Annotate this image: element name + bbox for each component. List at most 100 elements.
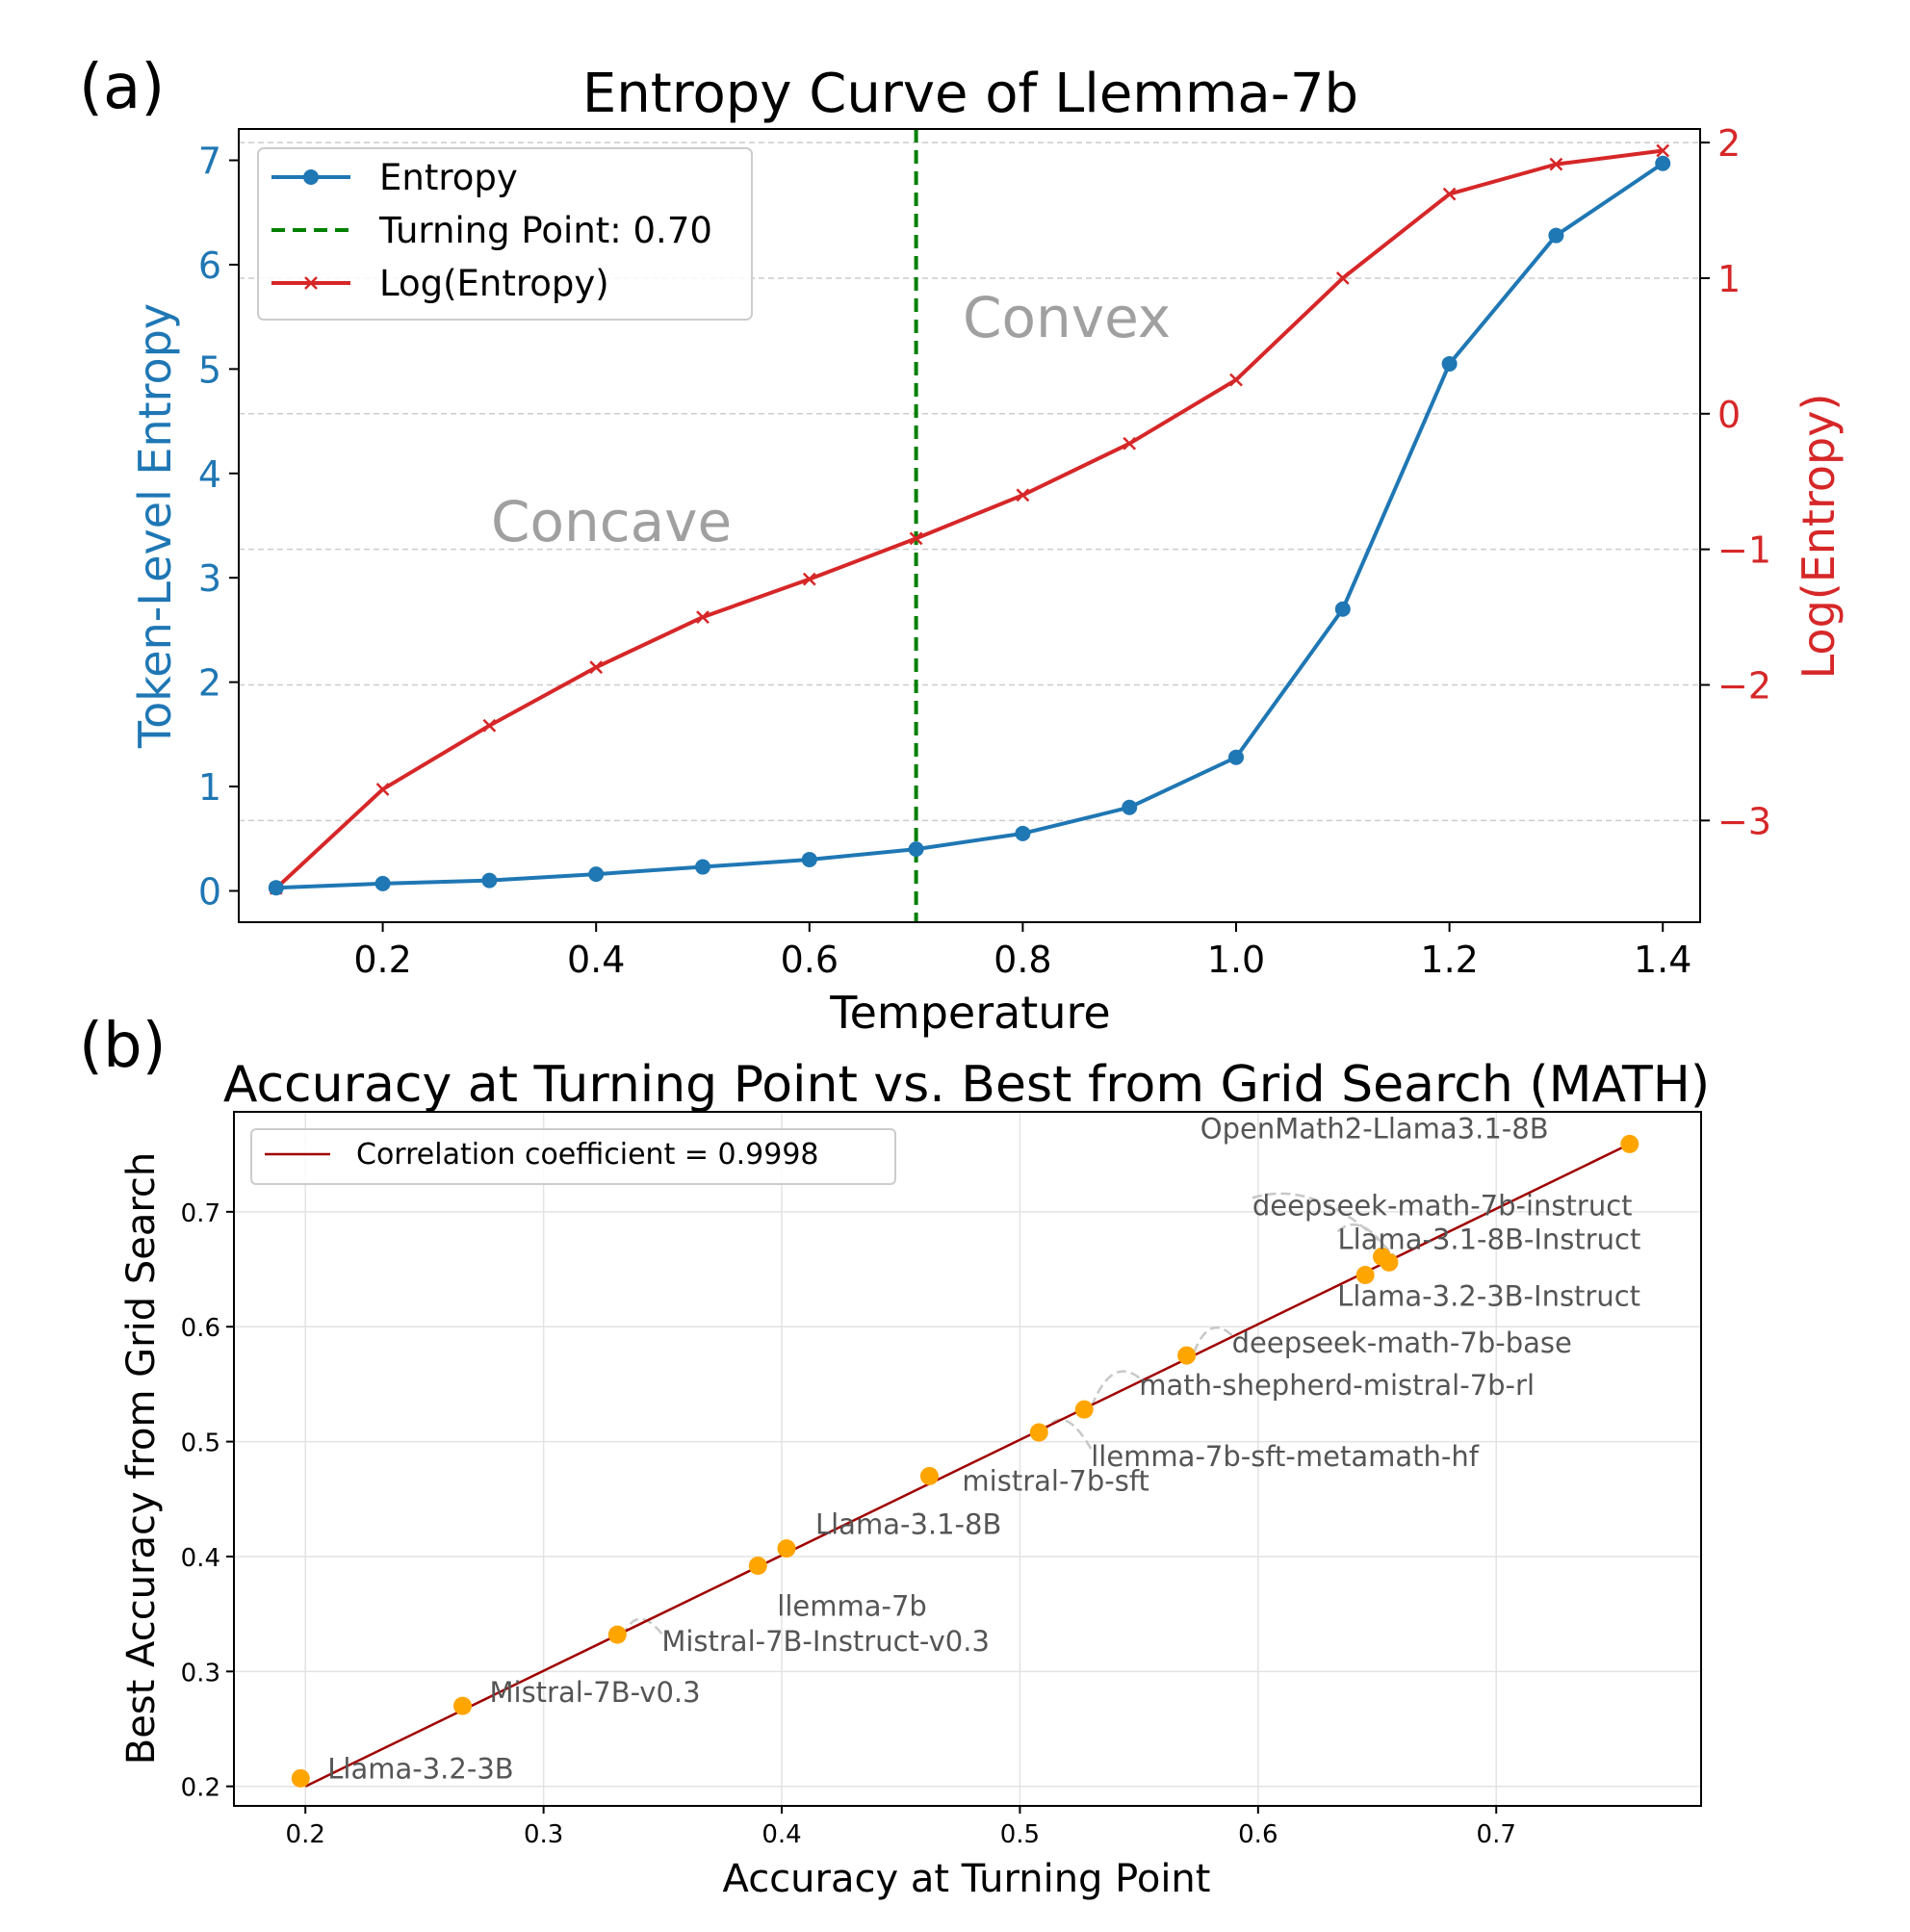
entropy-marker <box>1228 749 1245 765</box>
legend-entropy-label: Entropy <box>379 157 518 198</box>
point-label: llemma-7b-sft-metamath-hf <box>1091 1440 1480 1473</box>
entropy-marker <box>1441 355 1458 372</box>
entropy-marker <box>1122 799 1138 815</box>
point-label: Mistral-7B-v0.3 <box>490 1676 701 1709</box>
tick-label-b-y: 0.4 <box>181 1544 220 1573</box>
entropy-series <box>268 155 1671 896</box>
entropy-marker <box>374 875 391 891</box>
point-label: llemma-7b <box>777 1590 927 1623</box>
tick-label-a-left: 6 <box>198 245 221 287</box>
leader-arrow <box>1336 1223 1391 1254</box>
legend-entropy-marker <box>303 169 319 185</box>
log-entropy-series <box>269 143 1670 895</box>
tick-label-a-left: 4 <box>198 453 221 496</box>
tick-label-a-right: 0 <box>1717 394 1741 436</box>
tick-label-a-right: 1 <box>1717 258 1741 300</box>
panel-b-ylabel: Best Accuracy from Grid Search <box>119 1152 164 1765</box>
scatter-point <box>1380 1252 1399 1272</box>
panel-a-legend-box <box>257 147 753 321</box>
panel-b-gridlines <box>234 1112 1701 1806</box>
tick-label-a-x: 0.6 <box>781 939 839 981</box>
label-leader-arrows <box>624 1192 1398 1635</box>
annotation-convex: Convex <box>963 285 1171 350</box>
leader-arrow <box>1091 1370 1140 1406</box>
entropy-marker <box>801 851 817 867</box>
tick-label-a-left: 0 <box>198 870 221 913</box>
leader-arrow <box>1193 1326 1233 1352</box>
log-entropy-marker <box>909 531 923 546</box>
point-label: Mistral-7B-Instruct-v0.3 <box>661 1625 990 1658</box>
panel-b-ticks: 0.2 0.3 0.4 0.5 0.6 0.7 0.2 0.3 0.4 0.5 0.6 0.7 <box>181 1199 1516 1849</box>
scatter-point <box>919 1466 939 1485</box>
log-entropy-marker <box>1229 373 1243 387</box>
point-label: Llama-3.1-8B-Instruct <box>1337 1223 1640 1255</box>
tick-label-a-left: 5 <box>198 348 221 391</box>
tick-label-b-x: 0.6 <box>1238 1820 1278 1849</box>
tick-label-b-y: 0.6 <box>181 1314 220 1343</box>
point-label: OpenMath2-Llama3.1-8B <box>1200 1112 1549 1145</box>
scatter-points <box>291 1134 1639 1788</box>
panel-b-xlabel: Accuracy at Turning Point <box>723 1857 1211 1901</box>
entropy-line <box>275 162 1665 890</box>
log-entropy-marker <box>482 718 497 733</box>
entropy-marker <box>1548 227 1564 244</box>
entropy-marker <box>268 880 284 896</box>
log-entropy-marker <box>1123 436 1137 451</box>
entropy-marker <box>1334 601 1351 617</box>
leader-arrow <box>1252 1192 1398 1260</box>
entropy-marker <box>908 841 924 858</box>
tick-label-b-x: 0.4 <box>761 1820 801 1849</box>
panel-a-ticks: −3 −2 −1 0 1 2 0 1 2 3 4 5 6 7 0.2 0.4 0.6 0.8 1.0 1.2 1.4 <box>198 122 1771 981</box>
tick-label-a-left: 7 <box>198 141 221 183</box>
annotation-concave: Concave <box>491 489 732 554</box>
legend-log-marker <box>304 276 318 290</box>
log-entropy-marker <box>802 572 816 586</box>
scatter-point <box>1355 1266 1375 1285</box>
log-entropy-marker <box>696 610 710 624</box>
point-label: math-shepherd-mistral-7b-rl <box>1139 1369 1535 1402</box>
scatter-point <box>748 1557 767 1576</box>
scatter-point <box>777 1539 796 1558</box>
panel-a: (a) Entropy Curve of Llemma-7b −3 −2 −1 0 1 2… <box>79 52 1845 1039</box>
tick-label-b-y: 0.2 <box>181 1774 220 1803</box>
tick-label-a-right: −3 <box>1717 800 1771 842</box>
log-entropy-marker <box>1335 271 1350 285</box>
log-entropy-marker <box>1016 488 1030 502</box>
panel-b-legend-box <box>250 1128 896 1185</box>
tick-label-b-y: 0.7 <box>181 1199 220 1228</box>
tick-label-b-x: 0.7 <box>1477 1820 1516 1849</box>
log-entropy-line <box>274 148 1664 890</box>
entropy-marker <box>694 859 710 875</box>
legend-log-label: Log(Entropy) <box>379 263 609 304</box>
leader-arrow <box>624 1617 663 1635</box>
entropy-marker <box>1655 155 1671 171</box>
log-entropy-marker <box>375 783 390 796</box>
log-entropy-marker <box>1549 157 1563 171</box>
scatter-point <box>453 1696 473 1715</box>
point-label: deepseek-math-7b-base <box>1232 1327 1572 1359</box>
tick-label-b-y: 0.5 <box>181 1430 220 1458</box>
panel-a-plot-frame <box>238 128 1701 923</box>
scatter-point <box>291 1768 310 1788</box>
tick-label-a-right: −1 <box>1717 529 1771 572</box>
tick-label-a-x: 0.8 <box>994 939 1051 981</box>
point-label: mistral-7b-sft <box>962 1464 1149 1497</box>
tick-label-b-x: 0.5 <box>1000 1820 1040 1849</box>
panel-a-title: Entropy Curve of Llemma-7b <box>582 63 1358 125</box>
tick-label-a-x: 1.2 <box>1420 939 1478 981</box>
scatter-point <box>1177 1346 1197 1365</box>
tick-label-a-right: 2 <box>1717 122 1741 165</box>
panel-a-legend: Entropy Turning Point: 0.70 Log(Entropy) <box>257 147 753 321</box>
panel-b-plot-frame <box>233 1111 1702 1807</box>
point-label: Llama-3.2-3B <box>327 1752 513 1785</box>
scatter-point <box>1620 1134 1639 1153</box>
fit-line <box>304 1143 1631 1788</box>
panel-a-ylabel-left: Token-Level Entropy <box>129 303 181 749</box>
entropy-marker <box>588 866 605 883</box>
panel-b-title: Accuracy at Turning Point vs. Best from … <box>223 1056 1710 1114</box>
tick-label-a-x: 0.4 <box>567 939 625 981</box>
log-entropy-marker <box>589 660 604 675</box>
log-entropy-marker <box>1656 143 1670 158</box>
point-label: deepseek-math-7b-instruct <box>1252 1189 1633 1222</box>
